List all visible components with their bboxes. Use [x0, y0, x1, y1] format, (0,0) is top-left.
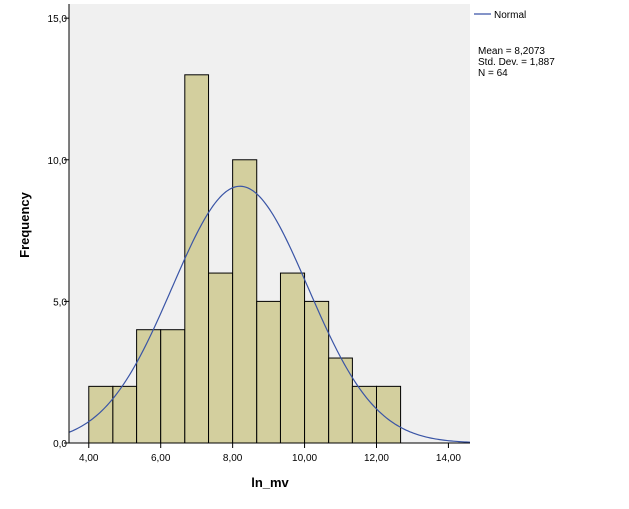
stats-std-dev: Std. Dev. = 1,887	[478, 57, 555, 68]
y-tick-label: 15,0	[48, 14, 68, 25]
ticks-layer: 4,00 6,00 8,00 10,00 12,00 14,00 0,0 5,0 10,0 15,…	[48, 14, 462, 464]
legend-label: Normal	[494, 10, 526, 21]
x-tick-label: 4,00	[79, 453, 99, 464]
x-axis-label: ln_mv	[251, 475, 289, 490]
stats-block: Mean = 8,2073 Std. Dev. = 1,887 N = 64	[478, 46, 555, 79]
histogram-bar	[160, 329, 186, 444]
histogram-bar	[184, 74, 210, 444]
x-tick-label: 6,00	[151, 453, 171, 464]
y-tick-label: 10,0	[48, 156, 68, 167]
x-tick-label: 10,00	[292, 453, 317, 464]
legend: Normal	[474, 10, 526, 21]
histogram-bar	[136, 329, 162, 444]
stats-n: N = 64	[478, 68, 508, 79]
histogram-bar	[232, 159, 258, 444]
histogram-bar	[304, 300, 330, 444]
x-tick-label: 8,00	[223, 453, 243, 464]
histogram-bar	[88, 385, 114, 444]
y-tick-label: 5,0	[53, 297, 67, 308]
y-tick-label: 0,0	[53, 439, 67, 450]
normal-curve	[68, 185, 471, 443]
bars-layer	[88, 74, 402, 444]
stats-mean: Mean = 8,2073	[478, 46, 545, 57]
histogram-bar	[279, 272, 306, 444]
histogram-bar	[375, 385, 402, 444]
axes-layer	[68, 4, 470, 444]
histogram-bar	[208, 272, 234, 444]
x-tick-label: 12,00	[364, 453, 389, 464]
x-tick-label: 14,00	[436, 453, 461, 464]
histogram-bar	[256, 300, 281, 444]
y-axis-label: Frequency	[17, 191, 32, 258]
